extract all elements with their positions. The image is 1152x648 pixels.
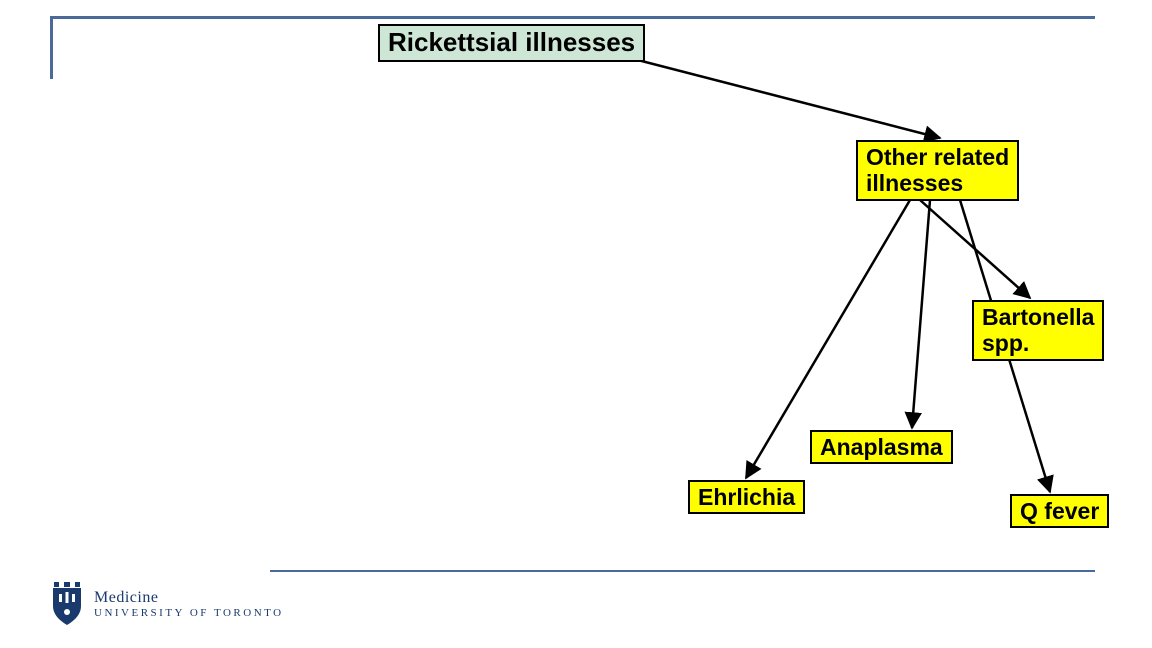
node-label: Other related illnesses	[866, 144, 1009, 196]
node-other-related: Other related illnesses	[856, 140, 1019, 201]
footer-line-2: UNIVERSITY OF TORONTO	[94, 607, 284, 619]
slide-frame-bottom	[270, 570, 1095, 572]
university-crest-icon	[50, 582, 84, 626]
node-q-fever: Q fever	[1010, 494, 1109, 528]
node-anaplasma: Anaplasma	[810, 430, 953, 464]
node-label: Bartonella spp.	[982, 304, 1094, 356]
node-label: Rickettsial illnesses	[388, 27, 635, 57]
footer-text: Medicine UNIVERSITY OF TORONTO	[94, 589, 284, 619]
footer-line-1: Medicine	[94, 589, 284, 607]
node-label: Ehrlichia	[698, 484, 795, 510]
node-label: Q fever	[1020, 498, 1099, 524]
node-bartonella: Bartonella spp.	[972, 300, 1104, 361]
footer-branding: Medicine UNIVERSITY OF TORONTO	[50, 582, 284, 626]
node-ehrlichia: Ehrlichia	[688, 480, 805, 514]
node-rickettsial-illnesses: Rickettsial illnesses	[378, 24, 645, 62]
node-label: Anaplasma	[820, 434, 943, 460]
